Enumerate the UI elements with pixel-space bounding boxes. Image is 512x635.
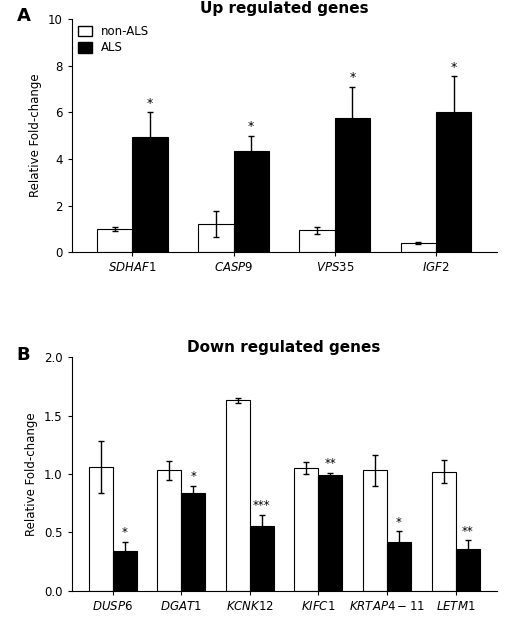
Title: Down regulated genes: Down regulated genes xyxy=(187,340,381,355)
Bar xyxy=(233,151,269,252)
Y-axis label: Relative Fold-change: Relative Fold-change xyxy=(26,412,38,536)
Text: *: * xyxy=(396,516,402,529)
Title: Up regulated genes: Up regulated genes xyxy=(200,1,369,17)
Text: *: * xyxy=(122,526,127,539)
Bar xyxy=(432,472,456,591)
Text: **: ** xyxy=(325,457,336,471)
Bar xyxy=(133,137,168,252)
Bar xyxy=(181,493,205,591)
Bar xyxy=(97,229,133,252)
Bar xyxy=(363,471,387,591)
Bar xyxy=(226,401,250,591)
Text: *: * xyxy=(248,121,254,133)
Bar xyxy=(456,549,480,591)
Text: A: A xyxy=(16,8,30,25)
Bar xyxy=(335,118,370,252)
Text: B: B xyxy=(16,345,30,364)
Text: ***: *** xyxy=(253,499,271,512)
Bar xyxy=(400,243,436,252)
Bar xyxy=(318,475,343,591)
Bar xyxy=(300,230,335,252)
Bar xyxy=(250,526,274,591)
Bar xyxy=(89,467,113,591)
Bar xyxy=(387,542,411,591)
Bar xyxy=(113,551,137,591)
Bar xyxy=(294,468,318,591)
Text: *: * xyxy=(451,61,457,74)
Text: *: * xyxy=(190,471,196,483)
Y-axis label: Relative Fold-change: Relative Fold-change xyxy=(29,74,42,197)
Legend: non-ALS, ALS: non-ALS, ALS xyxy=(78,25,150,55)
Text: **: ** xyxy=(462,525,474,538)
Bar xyxy=(198,224,233,252)
Bar xyxy=(436,112,472,252)
Bar xyxy=(157,471,181,591)
Text: *: * xyxy=(349,71,355,84)
Text: *: * xyxy=(147,97,153,110)
